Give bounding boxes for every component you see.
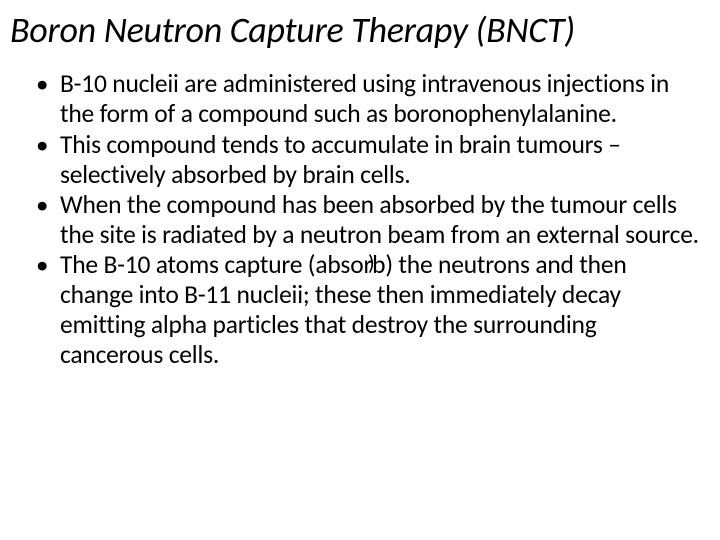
- list-item: The B-10 atoms capture (absorb) the neut…: [60, 250, 702, 370]
- list-item: When the compound has been absorbed by t…: [60, 190, 702, 250]
- list-item: B-10 nucleii are administered using intr…: [60, 69, 702, 129]
- slide-title: Boron Neutron Capture Therapy (BNCT): [10, 10, 702, 51]
- bullet-list: B-10 nucleii are administered using intr…: [10, 69, 702, 370]
- list-item: This compound tends to accumulate in bra…: [60, 130, 702, 190]
